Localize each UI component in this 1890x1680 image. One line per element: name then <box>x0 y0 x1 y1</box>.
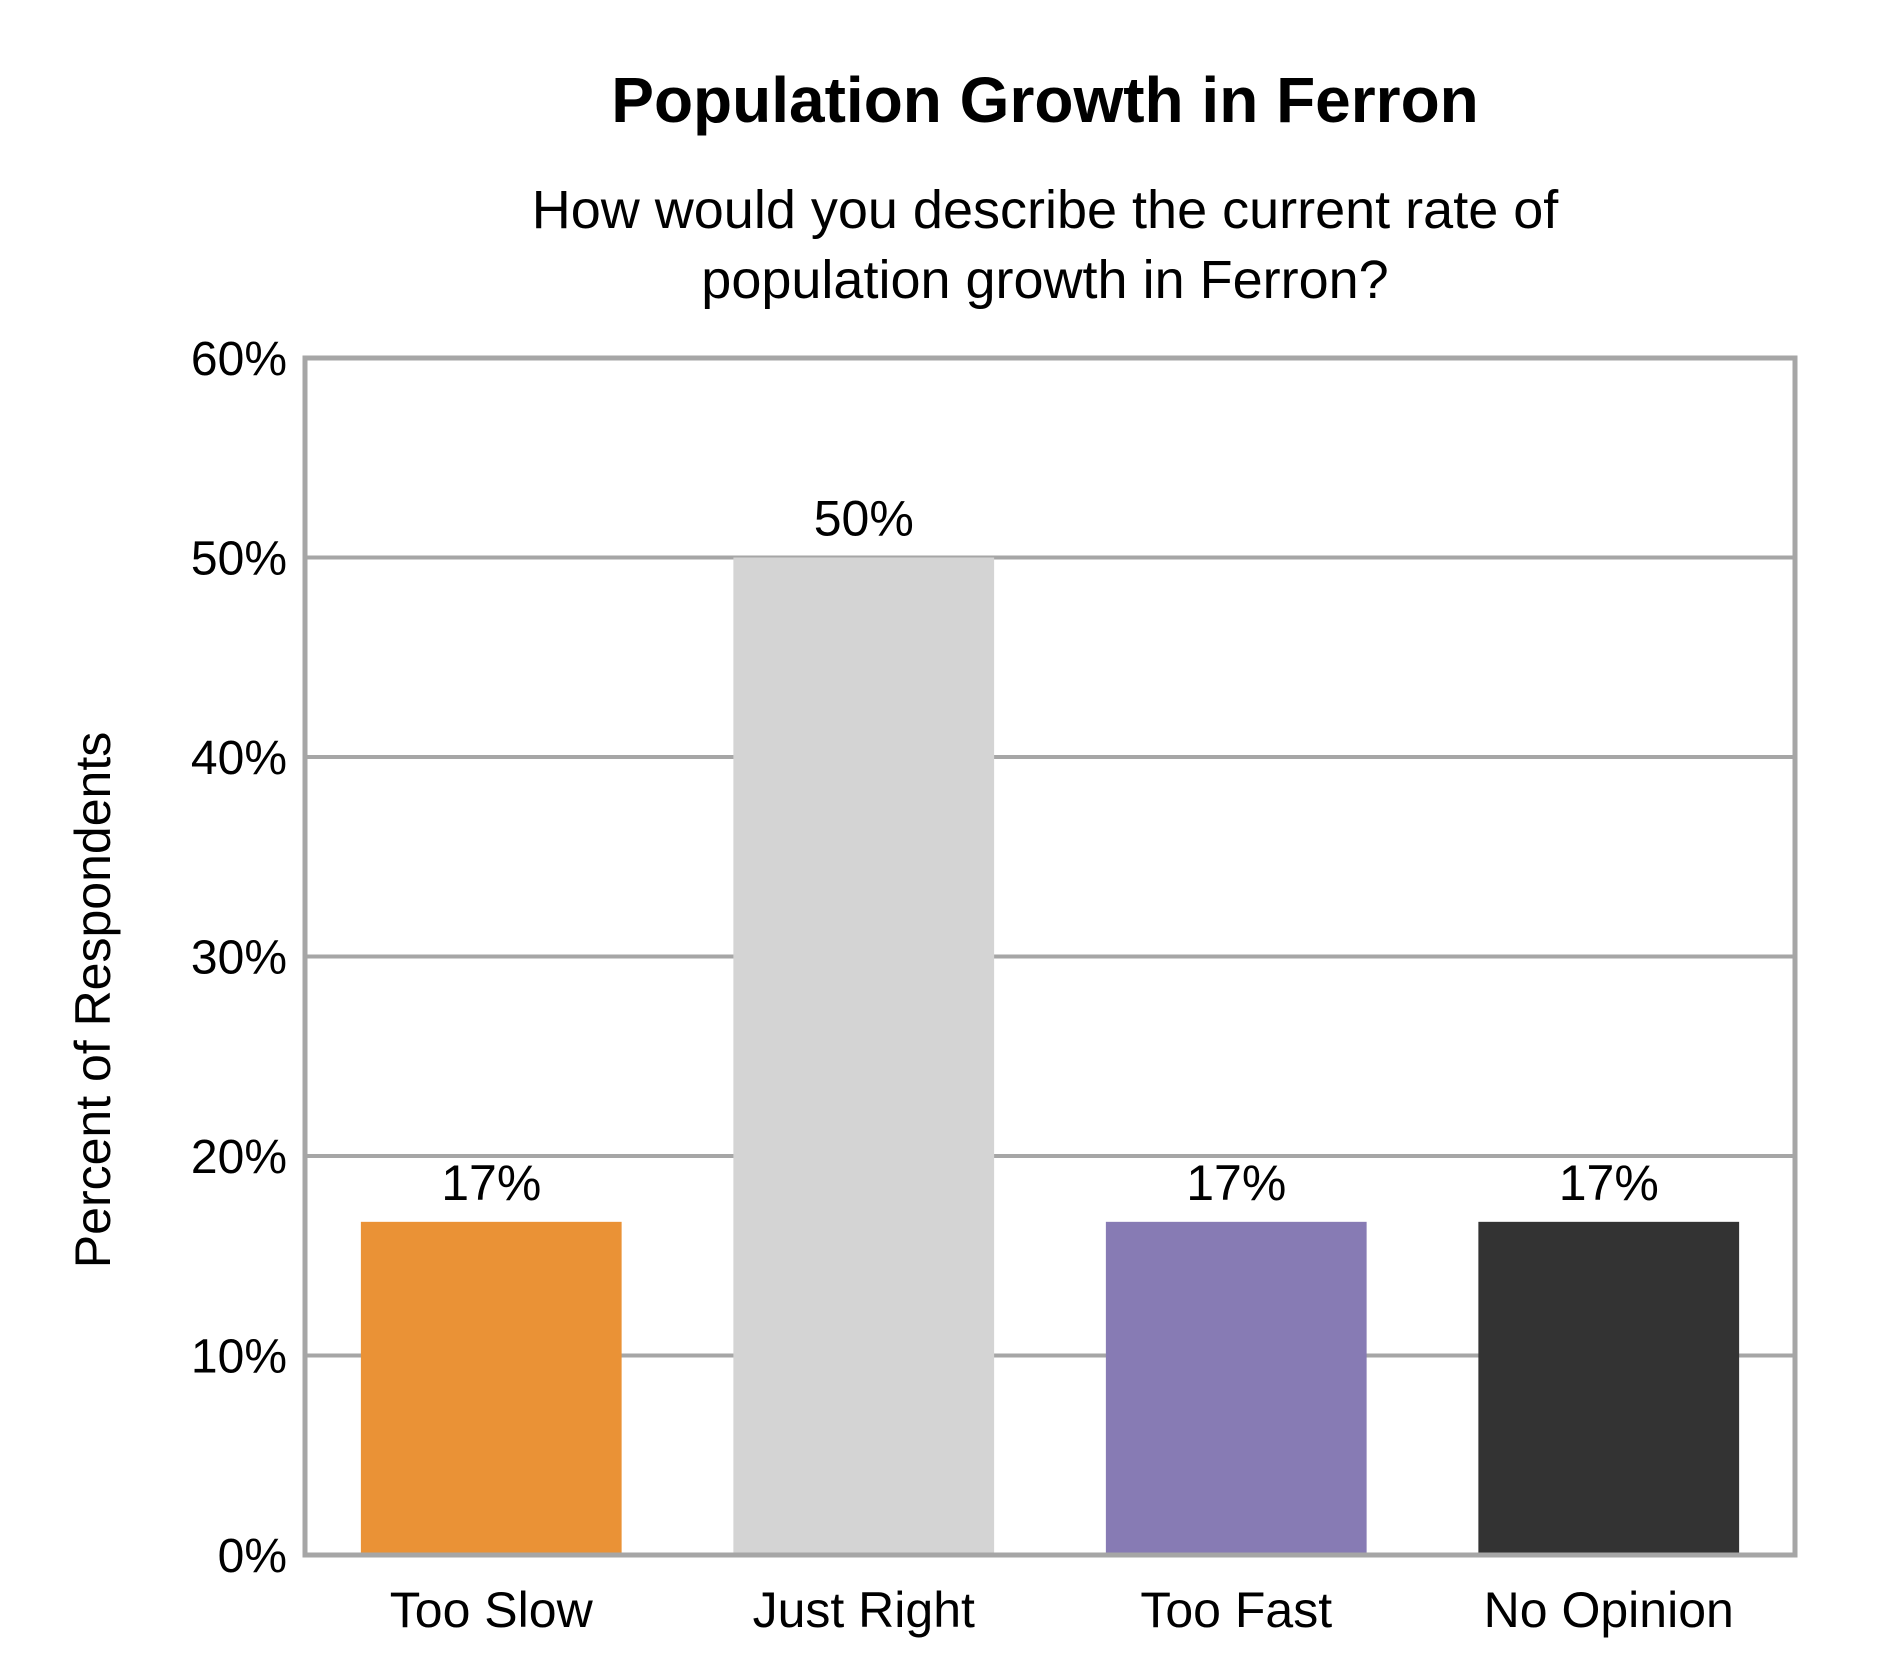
y-tick-label-50: 50% <box>191 533 287 586</box>
x-tick-label-no-opinion: No Opinion <box>1484 1582 1734 1638</box>
data-label-no-opinion: 17% <box>1559 1155 1659 1211</box>
data-label-too-slow: 17% <box>441 1155 541 1211</box>
y-axis-label: Percent of Respondents <box>65 732 121 1268</box>
x-tick-label-too-slow: Too Slow <box>390 1582 594 1638</box>
data-label-just-right: 50% <box>814 491 914 547</box>
bar-too-slow <box>360 1221 622 1555</box>
x-tick-label-just-right: Just Right <box>753 1582 975 1638</box>
y-tick-label-30: 30% <box>191 932 287 985</box>
y-tick-label-0: 0% <box>218 1530 287 1583</box>
chart-title: Population Growth in Ferron <box>611 64 1479 136</box>
bar-too-fast <box>1105 1221 1367 1555</box>
bar-just-right <box>733 557 995 1555</box>
chart-subtitle-line-2: population growth in Ferron? <box>701 250 1388 310</box>
data-label-too-fast: 17% <box>1186 1155 1286 1211</box>
y-tick-label-60: 60% <box>191 333 287 386</box>
y-tick-label-10: 10% <box>191 1331 287 1384</box>
y-tick-label-20: 20% <box>191 1131 287 1184</box>
x-tick-label-too-fast: Too Fast <box>1140 1582 1332 1638</box>
plot-frame <box>302 355 1798 1558</box>
bar-no-opinion <box>1478 1221 1740 1555</box>
chart-subtitle-line-1: How would you describe the current rate … <box>532 180 1560 240</box>
y-tick-label-40: 40% <box>191 732 287 785</box>
